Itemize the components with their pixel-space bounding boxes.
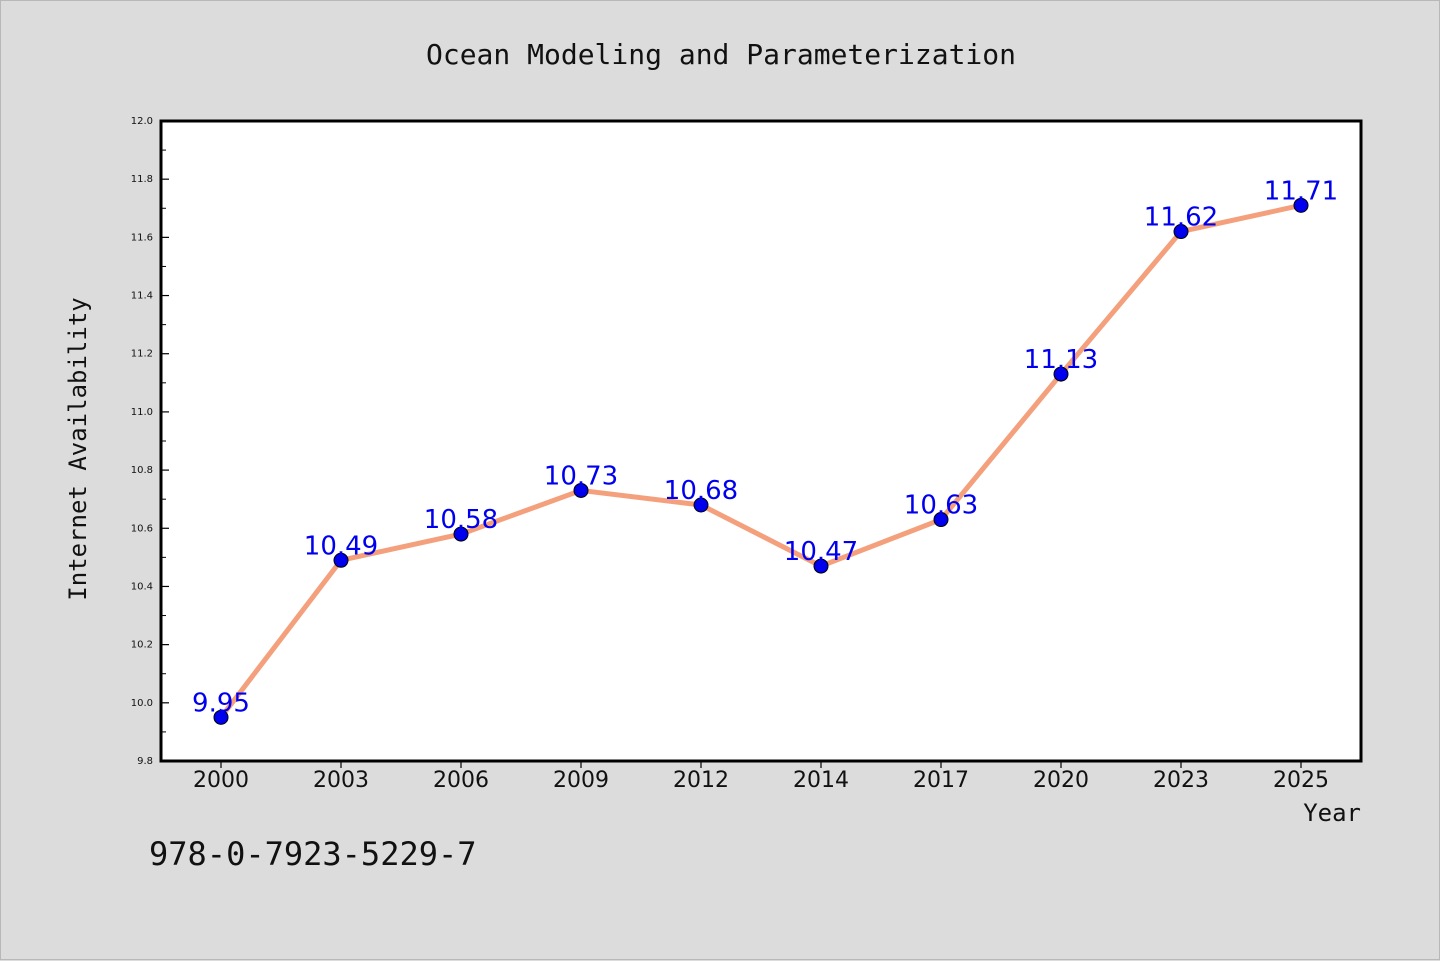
y-tick-label: 12.0 [131,116,153,127]
y-tick-label: 10.0 [131,698,153,709]
data-label: 10.73 [544,461,618,491]
x-tick-label: 2006 [433,768,489,793]
y-tick-label: 9.8 [137,756,153,767]
x-tick-label: 2025 [1273,768,1329,793]
data-label: 10.68 [664,476,738,506]
y-tick-label: 10.8 [131,465,153,476]
y-tick-label: 11.6 [131,232,153,243]
y-tick-label: 11.4 [131,291,153,302]
x-tick-label: 2000 [193,768,249,793]
data-label: 11.71 [1264,176,1338,206]
x-tick-label: 2014 [793,768,849,793]
data-label: 10.63 [904,491,978,521]
x-tick-label: 2009 [553,768,609,793]
data-label: 10.49 [304,531,378,561]
y-tick-label: 11.8 [131,174,153,185]
x-tick-label: 2017 [913,768,969,793]
y-tick-label: 11.0 [131,407,153,418]
x-tick-label: 2003 [313,768,369,793]
data-label: 10.58 [424,505,498,535]
data-label: 9.95 [192,688,250,718]
x-tick-label: 2020 [1033,768,1089,793]
footnote-text: 978-0-7923-5229-7 [149,835,477,873]
y-tick-label: 10.2 [131,640,153,651]
x-axis-label: Year [1303,799,1361,827]
chart-title: Ocean Modeling and Parameterization [426,38,1016,71]
data-label: 10.47 [784,537,858,567]
x-axis: 2000 2003 2006 2009 2012 2014 2017 2020 2023 2025 [193,761,1329,793]
data-label: 11.62 [1144,203,1218,233]
x-tick-label: 2023 [1153,768,1209,793]
data-label: 11.13 [1024,345,1098,375]
x-tick-label: 2012 [673,768,729,793]
y-axis-label: Internet Availability [64,297,92,600]
y-tick-label: 11.2 [131,349,153,360]
y-tick-label: 10.4 [131,581,153,592]
y-tick-label: 10.6 [131,523,153,534]
